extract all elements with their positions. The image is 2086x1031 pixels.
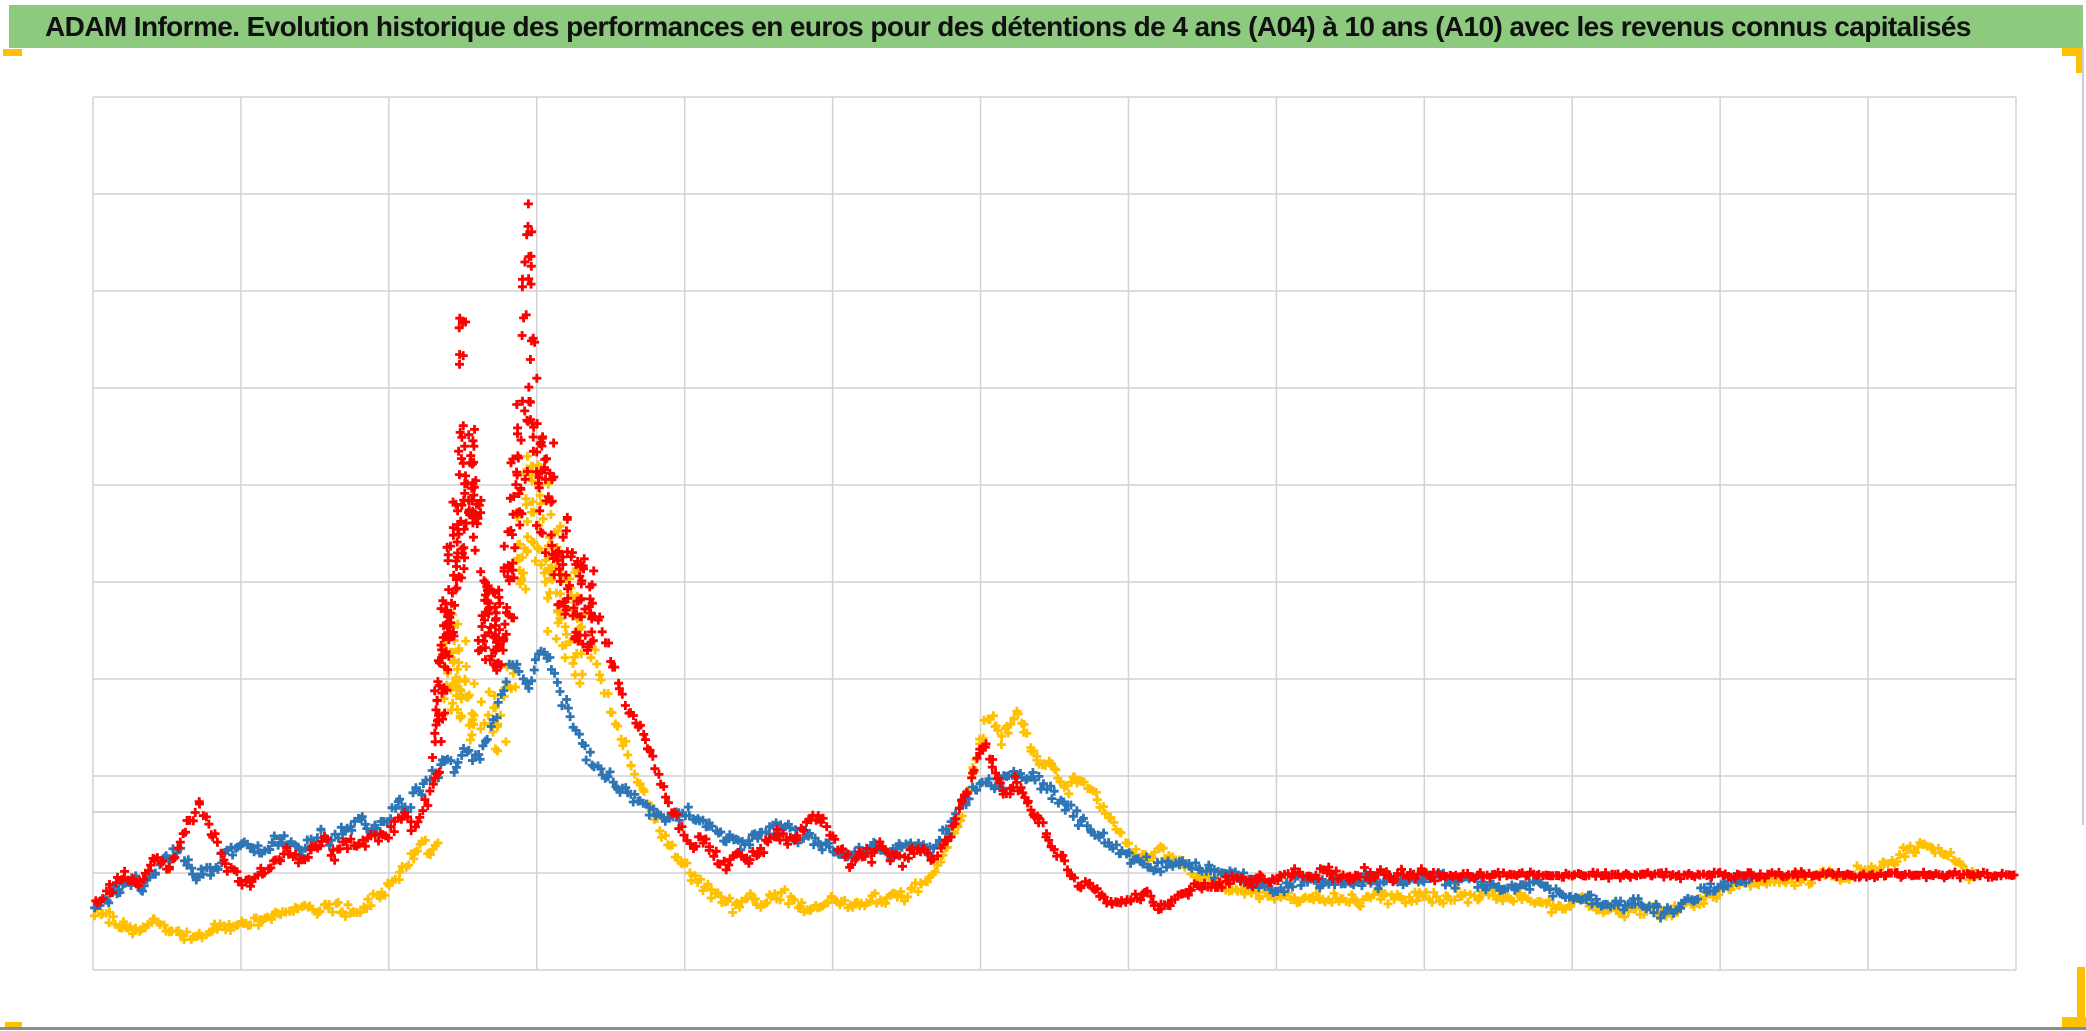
corner-accent-top-left (3, 49, 22, 56)
title-banner: ADAM Informe. Evolution historique des p… (9, 5, 2083, 48)
page-bottom-border-line (0, 1027, 2086, 1030)
page-right-border-line (2082, 47, 2084, 825)
series-red-markers (91, 199, 2019, 915)
page-title: ADAM Informe. Evolution historique des p… (45, 10, 1971, 42)
corner-accent-bottom-right-vertical (2077, 967, 2085, 1030)
corner-accent-bottom-right-horizontal (2062, 1017, 2086, 1030)
corner-accent-bottom-left (5, 1022, 22, 1030)
corner-accent-top-right-vertical (2076, 48, 2084, 73)
corner-accent-top-right-horizontal (2062, 48, 2084, 56)
